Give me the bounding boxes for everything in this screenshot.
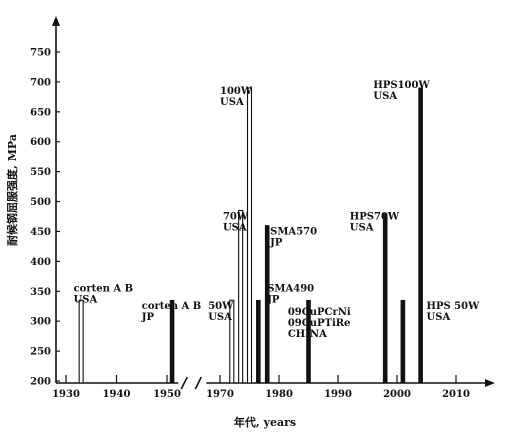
y-tick-label: 700 xyxy=(30,77,51,88)
bar xyxy=(418,87,423,384)
x-axis-ticks: 1930 1940 1950 1970 1980 1990 2000 2010 xyxy=(52,375,470,400)
y-tick-label: 350 xyxy=(30,287,51,298)
y-tick-label: 500 xyxy=(30,197,51,208)
x-axis-label: 年代, years xyxy=(234,415,296,429)
x-axis-arrow xyxy=(485,379,495,387)
bar xyxy=(229,299,235,384)
y-axis-arrow xyxy=(52,16,60,26)
bar-annotation: HPS100W USA xyxy=(373,80,430,102)
bar-annotation: corten A B JP xyxy=(141,301,201,323)
bar-annotation: corten A B USA xyxy=(74,283,133,305)
bar xyxy=(306,299,311,384)
axis-break-mark xyxy=(194,376,203,390)
bar-annotation: 09CuPCrNi 09CuPTiRe CHINA xyxy=(288,307,351,340)
y-tick-label: 300 xyxy=(30,317,51,328)
bar-annotation: 70W USA xyxy=(223,211,249,233)
bar xyxy=(256,299,261,384)
bar xyxy=(264,225,270,384)
bar xyxy=(400,299,406,384)
y-tick-label: 600 xyxy=(30,137,51,148)
y-axis-ticks: 200 250 300 350 400 450 500 550 600 650 700 750 xyxy=(30,48,60,388)
y-axis-label: 耐候钢屈服强度, MPa xyxy=(5,134,19,246)
x-tick-label: 1970 xyxy=(206,389,234,400)
bar xyxy=(169,299,175,384)
y-tick-label: 250 xyxy=(30,347,51,358)
y-tick-label: 200 xyxy=(30,377,51,388)
axis-break-mark xyxy=(180,376,188,390)
annotations: corten A B USA corten A B JP 50W USA 70W USA 100… xyxy=(74,80,481,340)
y-tick-label: 650 xyxy=(30,107,51,118)
y-tick-label: 450 xyxy=(30,227,51,238)
x-tick-label: 1990 xyxy=(324,389,352,400)
bar-annotation: HPS 50W USA xyxy=(427,301,481,323)
x-tick-label: 2000 xyxy=(383,389,411,400)
bar-annotation: SMA570 JP xyxy=(269,226,317,248)
bar xyxy=(78,299,84,384)
x-tick-label: 1930 xyxy=(52,389,80,400)
x-tick-label: 1980 xyxy=(265,389,293,400)
bar-annotation: 100W USA xyxy=(220,86,253,108)
bar-annotation: SMA490 JP xyxy=(266,283,314,305)
y-tick-label: 750 xyxy=(30,48,51,59)
y-tick-label: 550 xyxy=(30,167,51,178)
bar xyxy=(238,209,244,384)
bar xyxy=(382,213,388,384)
bar xyxy=(246,87,253,384)
axes xyxy=(52,16,495,390)
x-tick-label: 1950 xyxy=(153,389,181,400)
bar-annotation: 50W USA xyxy=(208,301,234,323)
bars xyxy=(78,87,423,384)
x-tick-label: 2010 xyxy=(442,389,470,400)
x-tick-label: 1940 xyxy=(103,389,131,400)
bar-annotation: HPS70W USA xyxy=(350,211,400,233)
y-tick-label: 400 xyxy=(30,257,51,268)
